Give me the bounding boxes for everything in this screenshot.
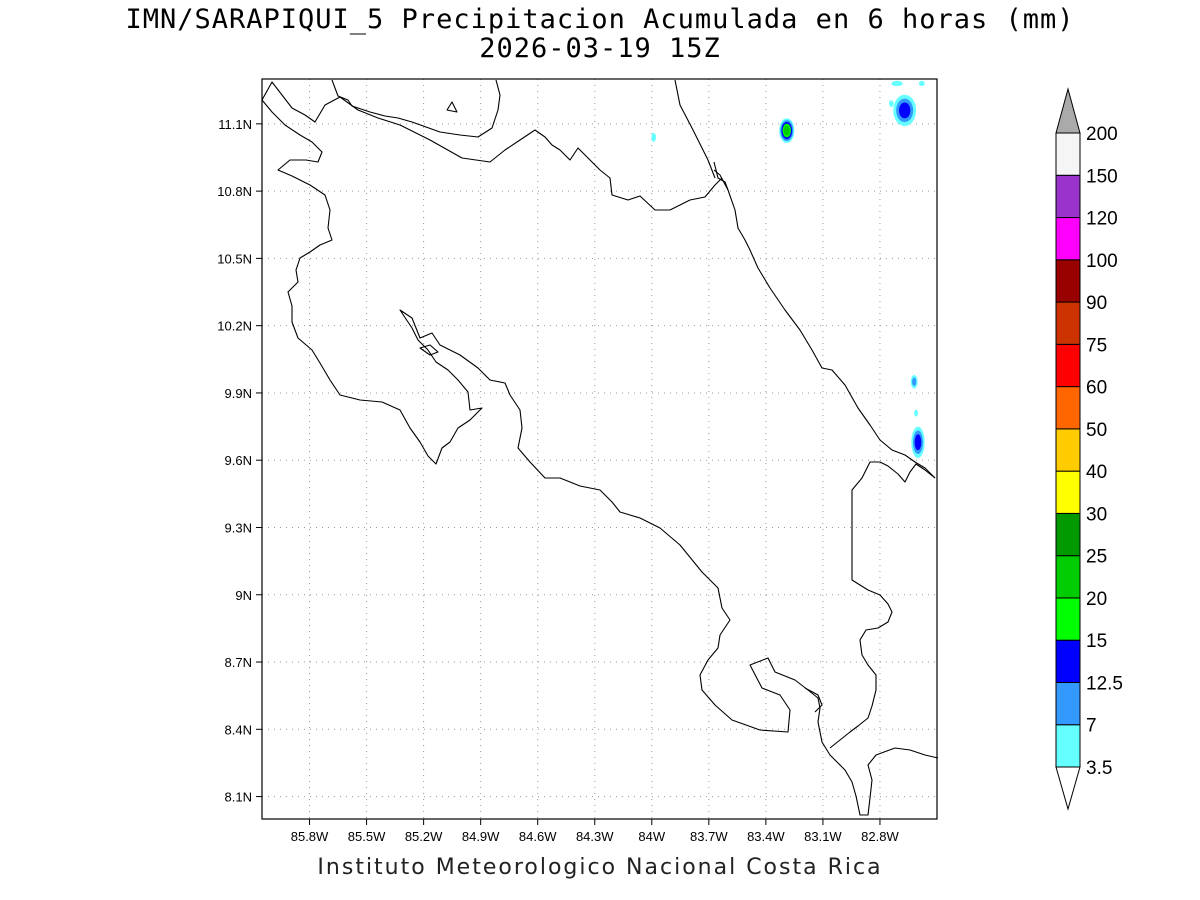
colorbar-swatch [1055,428,1081,472]
colorbar-swatch [1055,470,1081,514]
colorbar-legend: 3.5 7 12.5 15 20 25 30 40 50 60 75 90 100 120 150 200 [1055,87,1123,811]
precip-contour [918,80,925,87]
nicaragua-lake-shore [261,81,723,211]
colorbar-label: 40 [1086,462,1107,483]
lon-tick-label: 84.9W [462,829,500,844]
lat-tick-label: 9.3N [225,520,252,535]
colorbar-swatch [1055,132,1081,176]
lon-tick-label: 83.1W [804,829,842,844]
colorbar-label: 12.5 [1086,673,1123,694]
map-timestamp: 2026-03-19 15Z [479,33,721,64]
coastline-borders [261,79,939,816]
colorbar-label: 90 [1086,293,1107,314]
colorbar-upper-triangle [1055,87,1081,134]
lat-tick-label: 9.9N [225,386,252,401]
colorbar-label: 120 [1086,209,1118,230]
panama-border [829,461,936,749]
lat-tick-label: 10.2N [217,319,252,334]
colorbar-label: 50 [1086,420,1107,441]
precip-contour [914,434,922,451]
lon-tick-label: 85.5W [348,829,386,844]
colorbar-swatch [1055,724,1081,768]
precip-contour [912,377,917,386]
colorbar-swatch [1055,639,1081,683]
lon-tick-label: 84.6W [519,829,557,844]
lon-tick-label: 83.4W [747,829,785,844]
colorbar-label: 75 [1086,335,1107,356]
colorbar-label: 25 [1086,547,1107,568]
institution-credit: Instituto Meteorologico Nacional Costa R… [317,855,883,880]
nicaragua-east-coast [674,79,716,179]
precip-contour [914,409,918,417]
colorbar-swatch [1055,174,1081,219]
map-gridlines [262,79,937,819]
colorbar-swatch [1055,555,1081,599]
colorbar-label: 100 [1086,251,1118,272]
colorbar-swatch [1055,386,1081,430]
san-juan-mouth [713,169,729,191]
lon-tick-label: 82.8W [861,829,899,844]
colorbar-swatch [1055,512,1081,557]
lake-north-shore [331,79,501,138]
colorbar-label: 7 [1086,716,1097,737]
lat-tick-label: 9.6N [225,453,252,468]
caribbean-coast [713,161,936,479]
colorbar-label: 200 [1086,124,1118,145]
colorbar-swatch [1055,301,1081,345]
precip-contour [898,102,911,119]
lat-tick-label: 11.1N [218,117,252,132]
precipitation-cells [651,80,925,458]
lon-tick-label: 84W [638,829,665,844]
colorbar-swatch [1055,343,1081,388]
colorbar-label: 60 [1086,378,1107,399]
lon-tick-label: 84.3W [576,829,614,844]
map-frame [261,78,938,820]
map-title: IMN/SARAPIQUI_5 Precipitacion Acumulada … [125,4,1075,35]
precip-contour [889,100,894,108]
colorbar-label: 30 [1086,504,1107,525]
colorbar-label: 150 [1086,166,1118,187]
colorbar-swatch [1055,681,1081,726]
lat-tick-label: 8.7N [225,655,252,670]
colorbar-label: 3.5 [1086,758,1112,779]
colorbar-label: 20 [1086,589,1107,610]
colorbar-swatch [1055,217,1081,261]
lat-tick-label: 9N [235,588,252,603]
pacific-coast [261,99,939,816]
lat-tick-label: 10.8N [217,184,252,199]
latitude-labels: 11.1N 10.8N 10.5N 10.2N 9.9N 9.6N 9.3N 9N 8.7N 8.… [217,117,262,805]
osa-inner-coast [804,687,823,713]
longitude-labels: 85.8W 85.5W 85.2W 84.9W 84.6W 84.3W 84W 83.7W 83… [291,819,899,844]
lon-tick-label: 83.7W [690,829,728,844]
colorbar-lower-triangle [1055,766,1081,811]
nicoya-island [419,344,439,356]
colorbar-swatch [1055,597,1081,641]
lon-tick-label: 85.2W [405,829,443,844]
lat-tick-label: 10.5N [217,251,252,266]
precip-contour [783,125,790,136]
lake-island [446,101,458,113]
precip-contour [651,132,656,142]
precip-contour [891,80,903,87]
colorbar-swatch [1055,259,1081,303]
lon-tick-label: 85.8W [291,829,329,844]
lat-tick-label: 8.1N [225,790,252,805]
lat-tick-label: 8.4N [225,722,252,737]
colorbar-label: 15 [1086,631,1107,652]
